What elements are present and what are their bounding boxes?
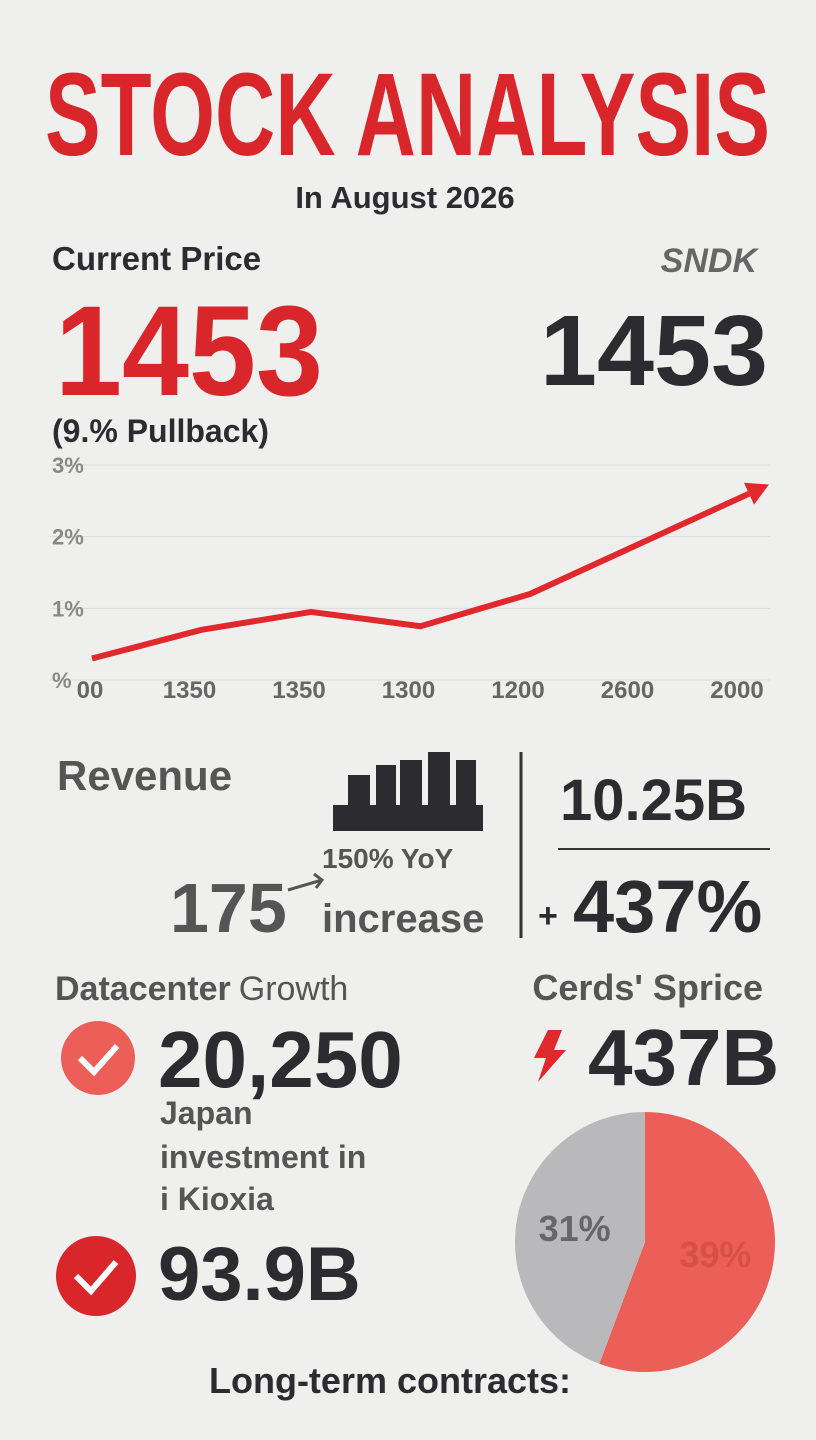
datacenter-value: 20,250 [158,1015,403,1104]
x-tick-label: 2600 [601,677,654,704]
x-tick-label: 1200 [491,677,544,704]
subtitle: In August 2026 [295,180,514,215]
price-label: Current Price [52,240,261,277]
price-value: 1453 [55,280,323,423]
revenue-increase: increase [322,897,484,941]
y-tick-label: % [52,668,72,693]
datacenter-word: Datacenter [55,970,231,1008]
bolt-icon [534,1030,566,1082]
pie-label: 31% [539,1208,611,1249]
footer: Long-term contracts: [209,1360,571,1401]
x-tick-label: 1350 [163,677,216,704]
cards-value: 437B [588,1013,779,1102]
x-tick-label: 2000 [710,677,763,704]
datacenter-value2: 93.9B [158,1232,361,1317]
revenue-label: Revenue [57,752,232,799]
y-tick-label: 3% [52,453,84,478]
investment-line: investment in [160,1139,366,1175]
revenue-sign: + [538,897,558,935]
revenue-growth: 437% [573,865,762,948]
revenue-yoy: 150% YoY [322,843,454,874]
growth-word: Growth [239,970,349,1008]
revenue-number: 175 [170,869,287,947]
bar-icon [333,752,483,831]
revenue-total: 10.25B [560,768,747,833]
check-mark [77,1044,120,1077]
pie-slice [514,1112,645,1364]
arrow-head [744,482,770,505]
line-chart: % 1% 2% 3% 00 1350 1350 1300 1200 2600 2000 [50,453,770,704]
datacenter-label: Datacenter Growth [55,970,348,1008]
pie-slice [599,1112,775,1372]
x-tick-label: 1300 [382,677,435,704]
price-note: (9.% Pullback) [52,413,269,449]
x-tick-label: 00 [77,677,104,704]
check-icon [61,1021,135,1095]
x-tick-label: 1350 [272,677,325,704]
check-mark [73,1260,119,1296]
check-icon [56,1236,136,1316]
pie-label: 39% [679,1234,751,1275]
cards-label: Cerds' Sprice [532,967,763,1008]
title: STOCK ANALYSIS [45,49,770,181]
kioxia-line: i Kioxia [160,1181,274,1217]
price-line [91,490,751,662]
ticker-value: 1453 [540,295,768,407]
pie-chart: 39% 31% [514,1112,775,1372]
japan-line: Japan [160,1095,252,1131]
y-tick-label: 2% [52,525,84,550]
arrow-icon [287,872,325,892]
ticker: SNDK [661,242,760,280]
y-tick-label: 1% [52,596,84,621]
